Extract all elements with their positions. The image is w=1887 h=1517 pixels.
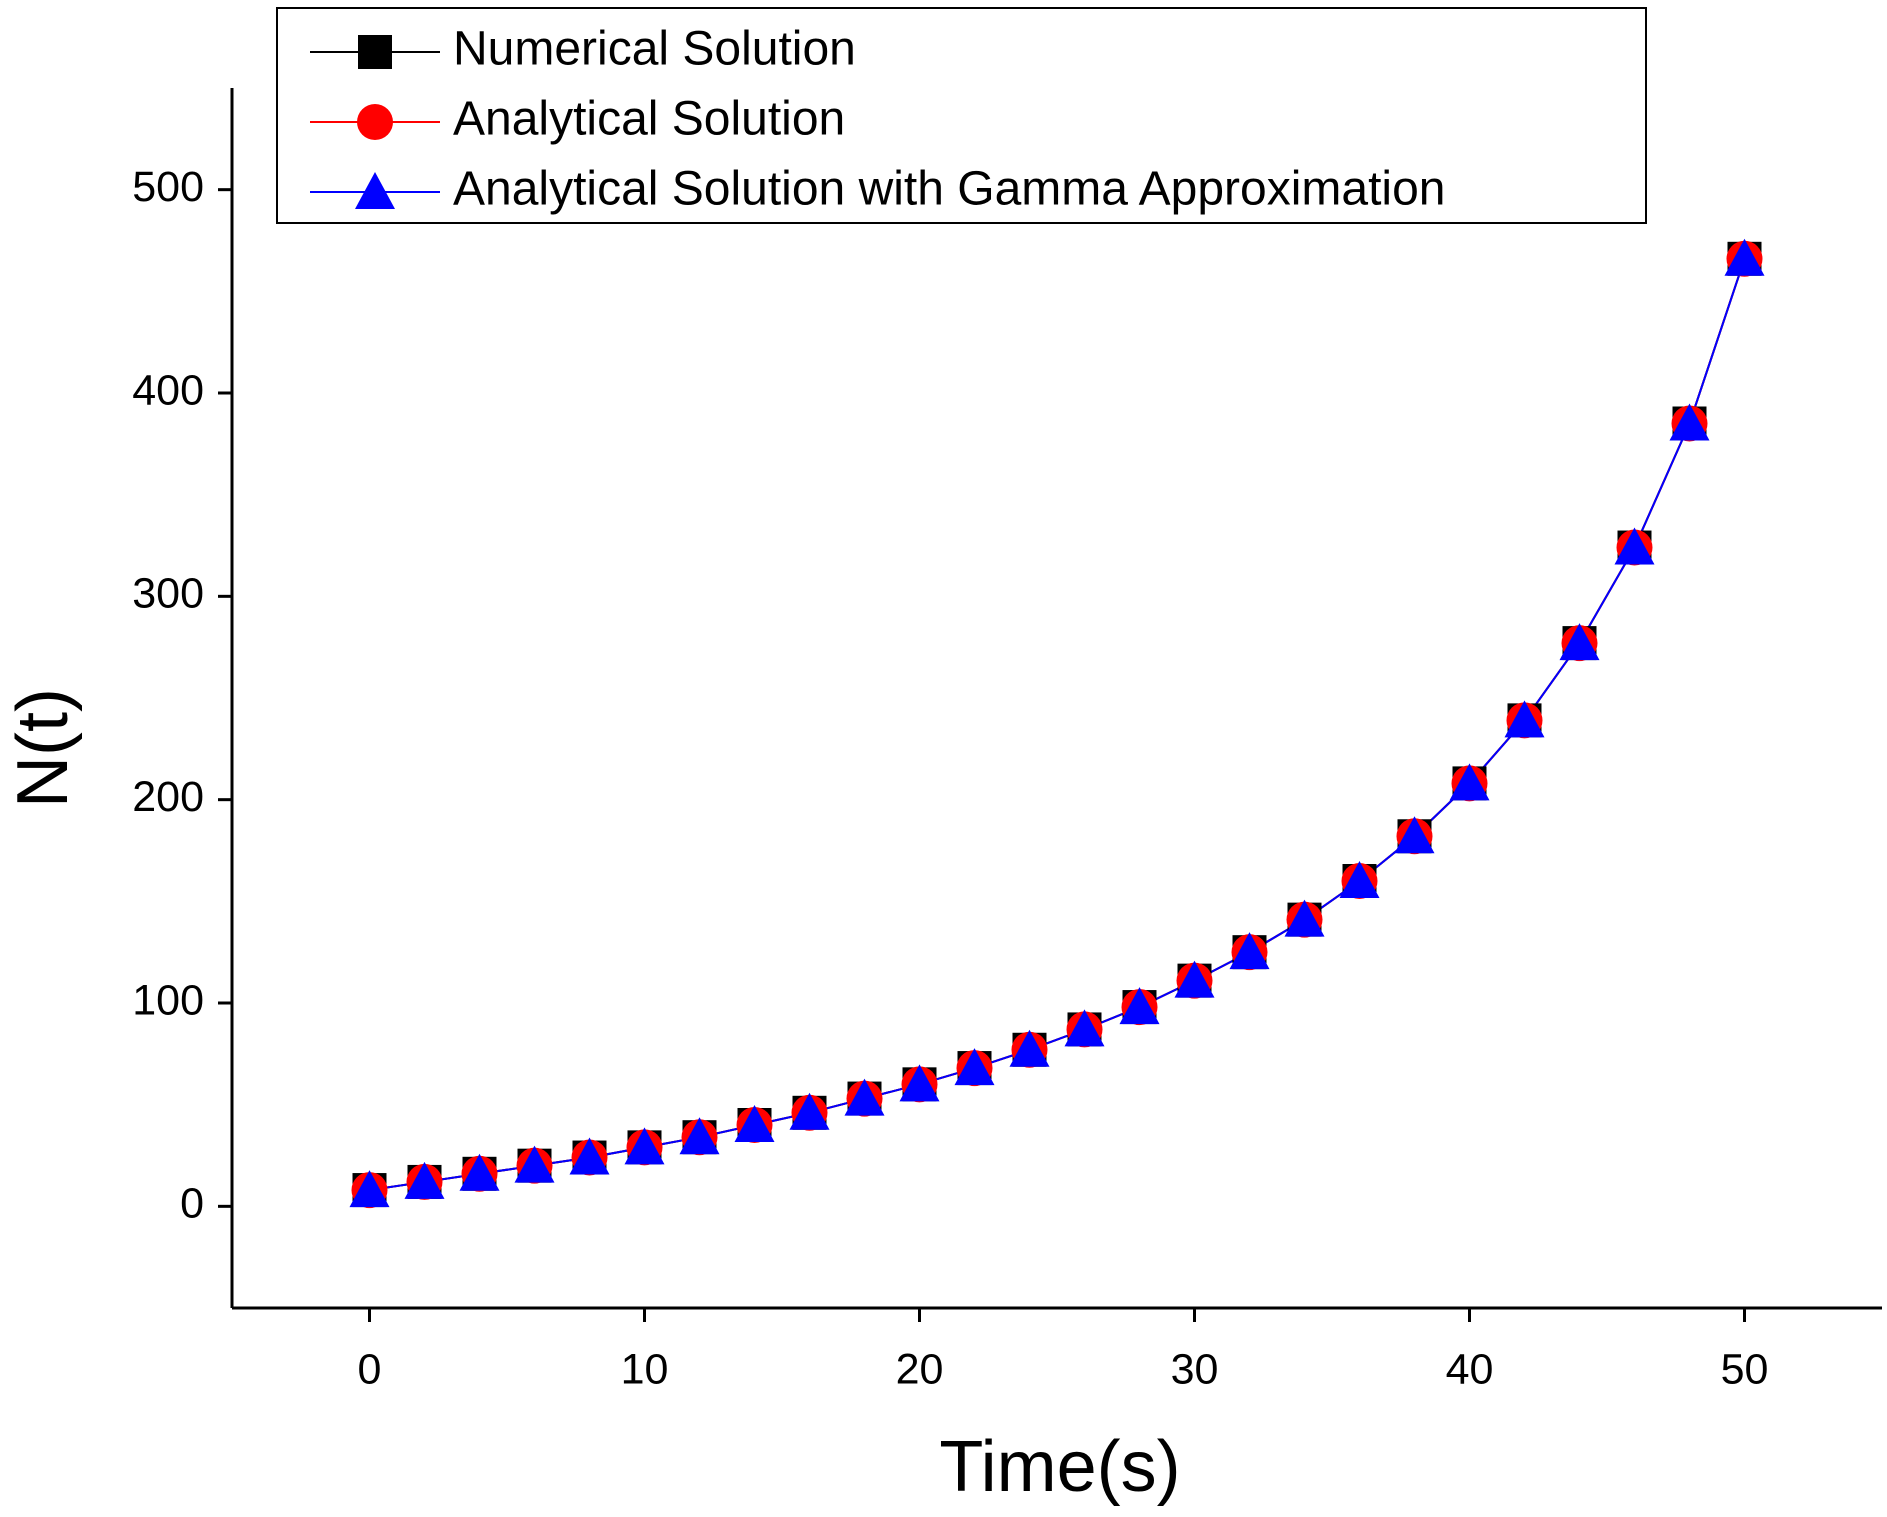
x-tick-label: 50 (1721, 1345, 1769, 1393)
y-tick-label: 200 (132, 773, 204, 821)
marker (1064, 1009, 1105, 1047)
x-tick-label: 0 (358, 1345, 382, 1393)
marker (954, 1048, 995, 1086)
marker (349, 1170, 390, 1208)
marker (1009, 1029, 1050, 1067)
y-tick-label: 300 (132, 570, 204, 618)
marker (789, 1092, 830, 1130)
marker (1504, 700, 1545, 738)
x-tick-label: 20 (896, 1345, 944, 1393)
marker (1119, 987, 1160, 1025)
legend-label: Numerical Solution (453, 23, 856, 76)
legend-box (276, 7, 1647, 224)
marker (459, 1153, 500, 1191)
marker (734, 1105, 775, 1142)
marker (844, 1078, 885, 1116)
marker (1614, 527, 1655, 565)
x-axis-title: Time(s) (939, 1427, 1180, 1507)
x-tick-label: 10 (621, 1345, 669, 1393)
x-tick-label: 40 (1446, 1345, 1494, 1393)
marker (355, 172, 395, 209)
marker (1559, 623, 1600, 661)
legend-label: Analytical Solution (453, 93, 845, 146)
y-tick-label: 400 (132, 366, 204, 414)
marker (1669, 403, 1710, 441)
marker (899, 1064, 940, 1102)
marker (679, 1117, 720, 1155)
y-tick-label: 500 (132, 163, 204, 211)
marker (1449, 763, 1490, 801)
marker (1284, 899, 1325, 937)
y-tick-label: 100 (132, 976, 204, 1024)
marker (1724, 238, 1765, 276)
marker (1229, 932, 1270, 970)
y-tick-label: 0 (180, 1180, 204, 1228)
marker (1174, 960, 1215, 998)
marker (1339, 861, 1380, 898)
marker (569, 1137, 610, 1175)
marker (624, 1127, 665, 1165)
marker (404, 1161, 445, 1199)
marker (358, 35, 392, 69)
marker (357, 104, 393, 140)
marker (514, 1145, 555, 1183)
legend-label: Analytical Solution with Gamma Approxima… (453, 163, 1445, 216)
x-tick-label: 30 (1171, 1345, 1219, 1393)
y-axis-title: N(t) (3, 688, 83, 808)
marker (1394, 816, 1435, 854)
